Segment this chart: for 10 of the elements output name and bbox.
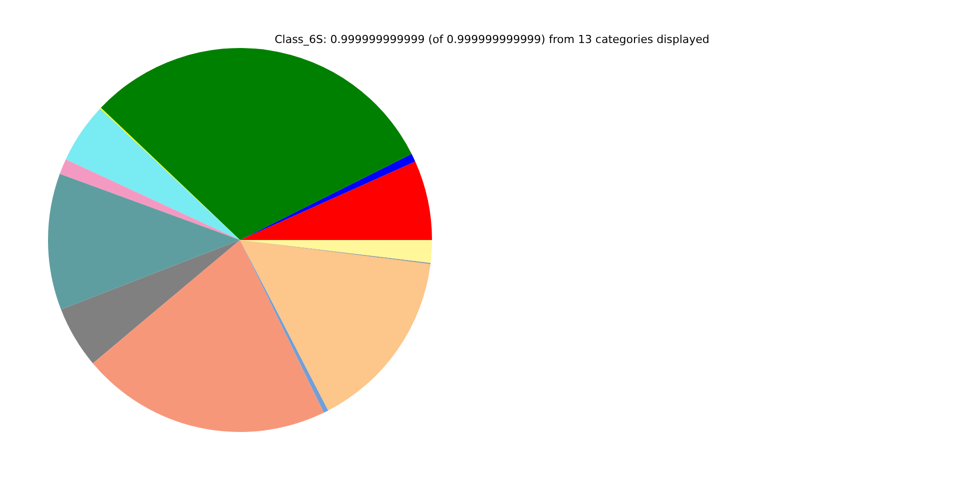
text: Class_6S: 0.999999999999 (of 0.999999999999) from 13 categories displayed bbox=[274, 33, 710, 46]
pie-slice bbox=[66, 108, 240, 240]
pie-slice bbox=[48, 174, 240, 310]
pie-slice bbox=[61, 240, 240, 364]
pie-slice bbox=[240, 162, 432, 240]
pie-slice bbox=[100, 48, 412, 240]
pie-slice bbox=[92, 240, 324, 432]
pie-slice bbox=[60, 159, 240, 240]
pie-slice bbox=[240, 154, 416, 240]
pie-slice bbox=[240, 240, 430, 411]
